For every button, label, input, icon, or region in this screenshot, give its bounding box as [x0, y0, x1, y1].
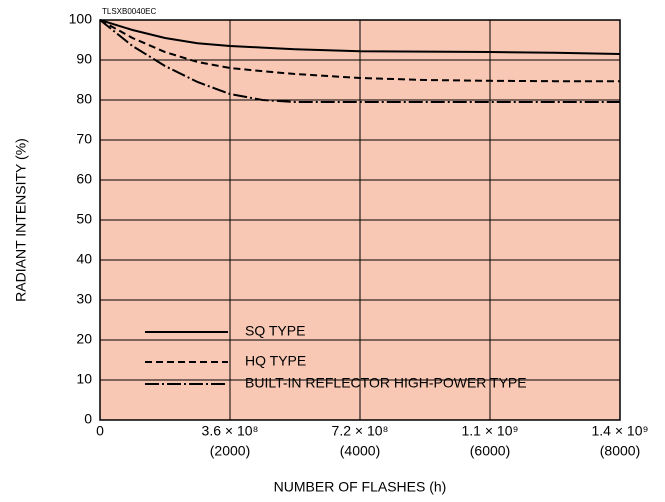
- x-tick-sublabel: (6000): [470, 443, 510, 459]
- y-tick-label: 50: [76, 211, 92, 227]
- y-tick-label: 0: [84, 411, 92, 427]
- x-tick-label: 7.2 × 10⁸: [332, 423, 389, 439]
- y-tick-label: 10: [76, 371, 92, 387]
- y-tick-label: 60: [76, 171, 92, 187]
- legend-label: BUILT-IN REFLECTOR HIGH-POWER TYPE: [245, 375, 527, 391]
- series-line: [99, 19, 620, 83]
- x-tick-sublabel: (8000): [600, 443, 640, 459]
- legend-label: HQ TYPE: [245, 353, 306, 369]
- y-tick-label: 90: [76, 51, 92, 67]
- plot-frame: [99, 19, 621, 421]
- y-tick-label: 20: [76, 331, 92, 347]
- y-tick-label: 70: [76, 131, 92, 147]
- series-line: [99, 19, 620, 103]
- legend-label: SQ TYPE: [245, 323, 305, 339]
- x-tick-label: 0: [96, 423, 104, 439]
- x-axis-label: NUMBER OF FLASHES (h): [274, 479, 447, 495]
- annotation: TLSXB0040EC: [102, 7, 156, 16]
- y-tick-label: 80: [76, 91, 92, 107]
- y-tick-label: 100: [69, 11, 93, 27]
- x-tick-sublabel: (2000): [210, 443, 250, 459]
- x-tick-label: 1.4 × 10⁹: [592, 423, 649, 439]
- x-tick-label: 1.1 × 10⁹: [462, 423, 519, 439]
- y-axis-label: RADIANT INTENSITY (%): [13, 138, 29, 302]
- x-tick-label: 3.6 × 10⁸: [202, 423, 259, 439]
- series-line: [99, 19, 621, 55]
- y-tick-label: 30: [76, 291, 92, 307]
- x-tick-sublabel: (4000): [340, 443, 380, 459]
- y-tick-label: 40: [76, 251, 92, 267]
